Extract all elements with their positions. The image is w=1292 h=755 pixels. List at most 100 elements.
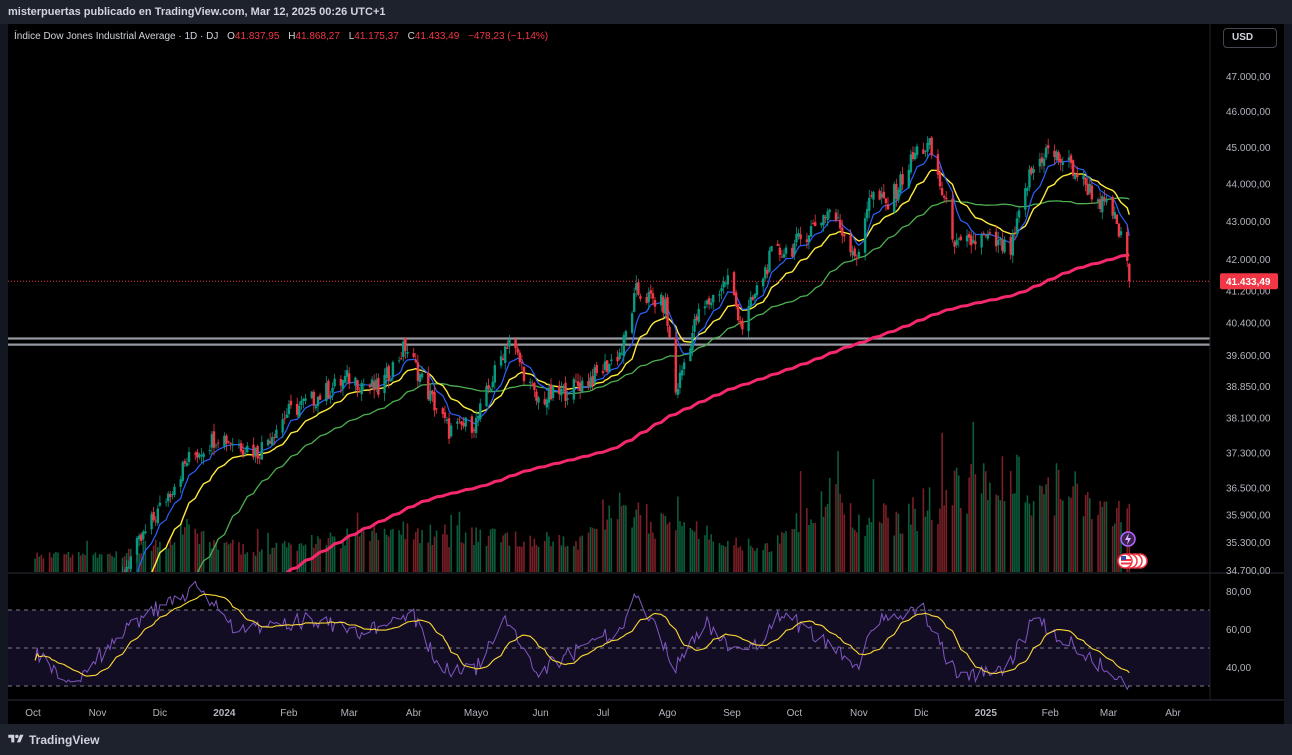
volume-bar [749, 545, 752, 572]
close-value: 41.433,49 [414, 31, 460, 42]
ma-9-line [137, 153, 1130, 572]
volume-bar [712, 541, 715, 572]
candle-body [545, 399, 549, 408]
candle-body [1015, 218, 1019, 235]
chart-area[interactable]: 47.000,00 46.000,00 45.000,00 44.000,00 43.0… [8, 24, 1284, 724]
candle-body [703, 306, 707, 309]
candle-body [834, 212, 838, 222]
volume-bar [67, 551, 70, 572]
volume-bar [781, 532, 783, 572]
volume-bar [487, 535, 490, 572]
candle-body [1044, 147, 1048, 158]
candle-body [997, 239, 1000, 246]
volume-bar [793, 528, 796, 572]
candle-body [618, 352, 621, 360]
volume-bar [246, 552, 249, 572]
candle-body [144, 531, 147, 534]
volume-bar [1070, 497, 1072, 572]
candle-body [1003, 239, 1006, 253]
volume-bar [623, 505, 625, 572]
candle-body [709, 302, 713, 306]
price-tick-label: 46.000,00 [1226, 107, 1271, 118]
candle-body [474, 417, 478, 434]
price-tick-label: 40.400,00 [1226, 318, 1271, 329]
volume-bar [908, 503, 910, 572]
candle-body [1115, 214, 1119, 224]
currency-button[interactable]: USD [1223, 28, 1277, 48]
candle-body [824, 217, 827, 218]
candle-body [805, 239, 809, 243]
time-tick-label: Jul [597, 708, 610, 719]
volume-bar [814, 522, 816, 572]
volume-bar [1001, 456, 1004, 572]
candle-body [1113, 211, 1116, 219]
candle-body [179, 479, 182, 487]
low-value: 41.175,37 [354, 31, 399, 42]
candle-body [1059, 158, 1062, 163]
candle-body [300, 400, 303, 406]
time-tick-label: 2024 [213, 708, 236, 719]
volume-bar [186, 518, 188, 572]
candle-body [273, 437, 276, 438]
volume-bar [839, 493, 841, 572]
volume-bar [974, 474, 977, 572]
candle-body [254, 447, 257, 457]
volume-bar [127, 548, 130, 572]
volume-bar [1039, 485, 1041, 572]
candle-body [843, 234, 846, 237]
volume-bar [1120, 522, 1122, 572]
candle-body [285, 414, 288, 418]
volume-bar [858, 514, 860, 572]
volume-bar [1059, 498, 1062, 572]
volume-bar [402, 521, 405, 572]
volume-bar [820, 491, 823, 572]
candle-body [1009, 237, 1012, 255]
volume-bar [880, 523, 883, 572]
volume-bar [537, 546, 540, 572]
candle-body [194, 453, 197, 455]
volume-bar [71, 554, 74, 572]
volume-bar [608, 505, 611, 572]
candle-body [516, 348, 519, 353]
volume-bar [573, 545, 575, 572]
candle-body [333, 378, 336, 387]
volume-bar [508, 545, 511, 572]
volume-bar [231, 539, 234, 572]
rsi-tick-label: 40,00 [1226, 663, 1251, 674]
candle-body [318, 395, 322, 400]
candle-body [368, 384, 372, 388]
candle-body [187, 452, 191, 462]
candle-body [1101, 196, 1104, 213]
candle-body [464, 417, 467, 427]
volume-bar [930, 519, 933, 572]
candle-body [433, 391, 436, 411]
volume-bar [741, 550, 744, 572]
candle-body [668, 326, 671, 338]
volume-bar [261, 549, 263, 572]
volume-bar [812, 523, 814, 572]
candle-body [431, 390, 434, 395]
candle-body [491, 381, 494, 388]
candle-body [1105, 199, 1108, 203]
volume-bar [404, 539, 407, 572]
volume-bar [953, 470, 956, 572]
volume-bar [50, 557, 53, 572]
volume-bar [806, 508, 808, 572]
candle-body [275, 429, 278, 439]
volume-bar [1061, 500, 1064, 572]
volume-bar [271, 547, 274, 572]
price-pane [8, 136, 1210, 572]
candle-body [449, 425, 453, 437]
chart-svg[interactable]: 47.000,00 46.000,00 45.000,00 44.000,00 43.0… [8, 24, 1284, 724]
candle-body [123, 571, 126, 572]
candle-body [761, 278, 765, 287]
candle-body [645, 296, 648, 303]
candle-body [562, 385, 565, 389]
volume-bar [53, 553, 55, 572]
volume-bar [581, 535, 583, 572]
volume-bar [456, 525, 459, 572]
volume-bar [941, 432, 943, 572]
candle-body [838, 219, 842, 229]
candle-body [915, 146, 919, 155]
volume-bar [92, 554, 95, 572]
